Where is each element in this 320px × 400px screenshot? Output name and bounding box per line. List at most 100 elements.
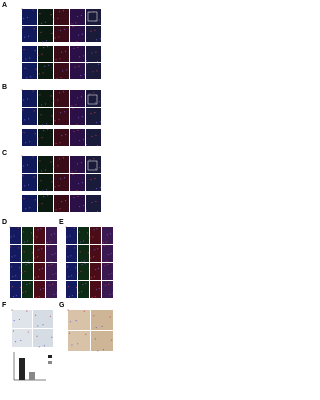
tile-speckle [85,209,88,212]
image-tile [90,263,101,280]
tile-speckle [43,130,45,132]
image-tile [10,245,21,262]
tile-speckle [79,205,81,208]
tile-speckle [109,293,111,296]
tile-speckle [98,63,100,65]
tile-speckle [66,246,68,248]
image-tile [10,227,21,244]
tile-speckle [31,252,33,254]
tile-speckle [10,266,13,268]
tile-speckle [62,157,65,159]
tile-speckle [73,47,75,50]
image-tile [54,63,69,79]
tile-speckle [95,134,97,137]
tile-speckle [58,36,60,38]
tile-speckle [41,268,44,270]
tile-speckle [61,201,63,203]
tile-speckle [33,110,35,112]
image-tile [70,156,85,173]
tile-speckle [48,64,50,66]
tile-speckle [95,200,97,203]
tile-speckle [28,118,30,120]
tile-speckle [62,91,65,93]
tile-speckle [42,72,44,74]
tile-speckle [94,168,97,170]
tile-speckle [53,166,55,168]
tile-speckle [10,246,12,248]
tile-speckle [24,241,26,243]
tile-speckle [76,124,78,126]
tile-speckle [32,156,34,158]
tile-speckle [67,286,69,288]
tile-speckle [34,49,36,52]
tile-speckle [96,210,99,213]
tile-speckle [97,350,99,352]
tile-speckle [93,158,95,160]
tile-speckle [71,171,73,173]
tile-speckle [48,264,50,267]
image-tile [54,195,69,212]
tile-speckle [51,32,53,34]
tile-speckle [34,133,36,135]
panel-label: D [2,219,7,226]
tile-speckle [41,53,43,55]
image-tile [86,129,101,146]
tile-speckle [102,242,105,244]
tile-speckle [37,276,40,278]
tile-speckle [32,90,34,92]
tile-speckle [58,11,61,13]
tile-speckle [81,182,84,184]
tile-speckle [24,271,26,273]
tile-speckle [59,142,61,144]
tile-speckle [92,236,94,238]
tile-speckle [77,34,80,36]
tile-speckle [97,248,99,250]
tile-speckle [95,51,97,53]
tile-speckle [71,105,73,107]
tile-speckle [37,256,39,258]
tile-speckle [51,181,53,183]
tile-speckle [90,179,92,181]
tile-speckle [54,186,56,188]
tile-speckle [33,28,35,30]
tile-speckle [66,236,68,238]
tile-speckle [59,208,61,210]
tile-speckle [99,38,101,40]
tile-speckle [78,291,80,294]
tile-speckle [28,35,30,37]
tile-speckle [13,320,15,322]
panel-label: F [2,302,7,309]
panel-label: B [2,84,7,91]
image-tile [22,156,37,173]
zoom-box [87,11,98,22]
tile-speckle [111,339,113,341]
tile-speckle [80,96,82,98]
image-tile [38,156,53,173]
tile-speckle [80,271,82,273]
tile-speckle [15,295,17,297]
tile-speckle [44,21,47,23]
tile-speckle [38,73,40,75]
tile-speckle [19,287,22,289]
tile-speckle [85,59,88,62]
tile-speckle [43,47,45,49]
zoom-box [87,160,98,171]
tile-speckle [24,36,26,38]
image-tile [86,108,101,125]
tile-speckle [68,332,71,334]
tile-speckle [90,30,92,32]
tile-speckle [60,76,62,79]
image-tile [102,227,113,244]
tile-speckle [40,31,42,33]
tile-speckle [71,344,73,346]
image-tile [91,331,113,351]
tile-speckle [54,253,56,255]
legend-swatch [48,355,52,358]
tile-speckle [44,103,47,105]
tile-speckle [42,287,44,290]
tile-speckle [18,318,20,321]
tile-speckle [58,92,61,94]
tile-speckle [54,120,56,122]
tile-speckle [68,296,71,298]
tile-speckle [54,37,56,39]
